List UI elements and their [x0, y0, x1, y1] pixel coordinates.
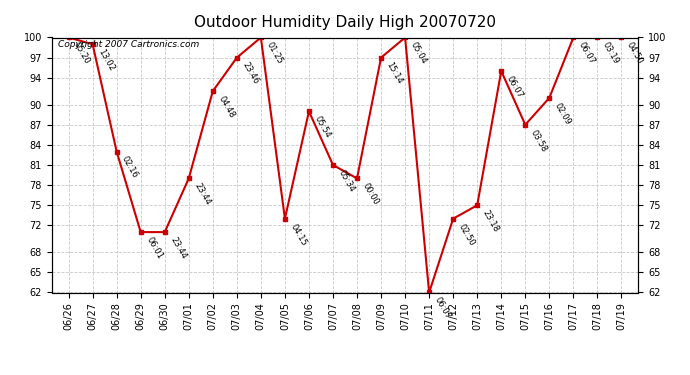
Text: 23:44: 23:44 [168, 236, 188, 261]
Text: 15:14: 15:14 [384, 61, 404, 86]
Text: 06:07: 06:07 [433, 296, 453, 321]
Text: 05:20: 05:20 [72, 41, 92, 66]
Text: 04:48: 04:48 [217, 94, 236, 120]
Text: 05:34: 05:34 [337, 168, 356, 194]
Text: 06:07: 06:07 [577, 41, 597, 66]
Text: 02:16: 02:16 [120, 155, 140, 180]
Text: 03:58: 03:58 [529, 128, 549, 153]
Text: 04:50: 04:50 [625, 41, 644, 66]
Text: 04:15: 04:15 [288, 222, 308, 247]
Text: 03:19: 03:19 [601, 41, 621, 66]
Text: 23:44: 23:44 [193, 182, 212, 207]
Text: 06:01: 06:01 [144, 236, 164, 261]
Text: 02:50: 02:50 [457, 222, 476, 247]
Text: 02:09: 02:09 [553, 101, 573, 126]
Text: Copyright 2007 Cartronics.com: Copyright 2007 Cartronics.com [58, 40, 199, 49]
Text: 05:04: 05:04 [408, 41, 428, 66]
Text: 23:46: 23:46 [240, 61, 260, 86]
Text: 23:18: 23:18 [481, 209, 501, 234]
Text: Outdoor Humidity Daily High 20070720: Outdoor Humidity Daily High 20070720 [194, 15, 496, 30]
Text: 06:07: 06:07 [505, 74, 524, 100]
Text: 05:54: 05:54 [313, 115, 332, 140]
Text: 01:25: 01:25 [264, 41, 284, 66]
Text: 13:02: 13:02 [96, 48, 116, 73]
Text: 00:00: 00:00 [361, 182, 380, 207]
